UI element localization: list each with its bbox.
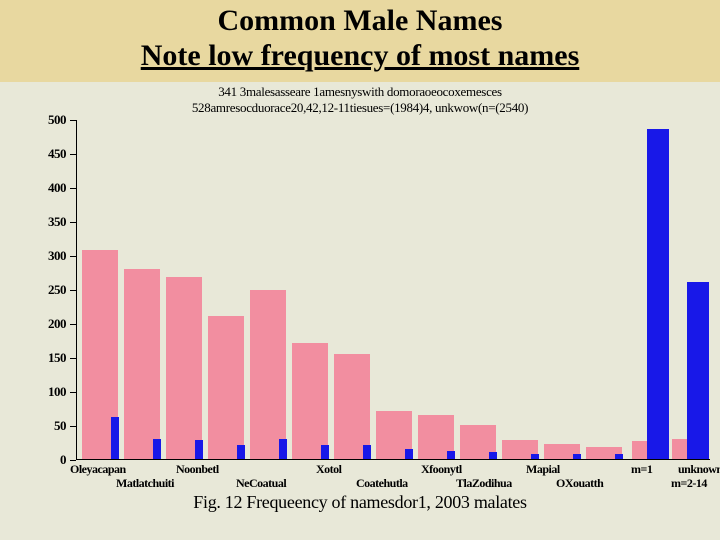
bar-series-a [292, 343, 328, 459]
bar-series-b [573, 454, 581, 459]
bar-series-b [687, 282, 709, 459]
bar-series-b [489, 452, 497, 459]
y-tick-label: 450 [30, 146, 66, 162]
bar-series-b [111, 417, 119, 459]
bar-series-a [166, 277, 202, 459]
chart-subtitle: 341 3malesasseare 1amesnyswith domoraoeo… [0, 84, 720, 115]
bar-series-b [279, 439, 287, 459]
y-tick-label: 100 [30, 384, 66, 400]
bar-series-a [334, 354, 370, 459]
y-tick-label: 0 [30, 452, 66, 468]
y-tick-label: 50 [30, 418, 66, 434]
y-tick-label: 500 [30, 112, 66, 128]
y-tick-label: 300 [30, 248, 66, 264]
y-tick-label: 150 [30, 350, 66, 366]
bar-series-a [208, 316, 244, 459]
title-band: Common Male Names Note low frequency of … [0, 0, 720, 82]
bar-series-b [237, 445, 245, 459]
y-tick-label: 250 [30, 282, 66, 298]
bar-series-b [647, 129, 669, 459]
x-tick-label: NeCoatual [236, 476, 286, 491]
figure-caption: Fig. 12 Frequeency of namesdor1, 2003 ma… [0, 492, 720, 513]
bar-series-b [195, 440, 203, 459]
bar-series-b [321, 445, 329, 459]
x-tick-label: Coatehutla [356, 476, 408, 491]
title-line-2: Note low frequency of most names [0, 39, 720, 74]
x-tick-label: Xfoonytl [421, 462, 462, 477]
subtitle-line-2: 528amresocduorace20,42,12-11tiesues=(198… [0, 100, 720, 116]
plot-area [76, 120, 710, 460]
subtitle-line-1: 341 3malesasseare 1amesnyswith domoraoeo… [0, 84, 720, 100]
x-tick-label: unknown [678, 462, 720, 477]
x-tick-label: m=1 [631, 462, 652, 477]
x-tick-label: m=2-14 [671, 476, 707, 491]
x-tick-label: Mapial [526, 462, 560, 477]
x-tick-label: Noonbetl [176, 462, 219, 477]
y-tick-label: 400 [30, 180, 66, 196]
x-tick-label: TlaZodihua [456, 476, 512, 491]
bar-series-a [250, 290, 286, 459]
y-axis: 050100150200250300350400450500 [30, 120, 70, 460]
x-tick-label: Xotol [316, 462, 342, 477]
x-tick-label: OXouatth [556, 476, 603, 491]
title-line-1: Common Male Names [0, 0, 720, 39]
x-tick-label: Oleyacapan [70, 462, 126, 477]
y-tick-mark [70, 460, 76, 461]
y-tick-label: 350 [30, 214, 66, 230]
bar-series-b [447, 451, 455, 459]
y-tick-label: 200 [30, 316, 66, 332]
bar-chart: 050100150200250300350400450500 Oleyacapa… [30, 120, 710, 490]
bar-series-a [124, 269, 160, 459]
bar-series-b [405, 449, 413, 459]
bar-series-b [615, 454, 623, 459]
bar-series-b [363, 445, 371, 459]
bar-series-b [531, 454, 539, 459]
bar-series-b [153, 439, 161, 459]
x-tick-label: Matlatchuiti [116, 476, 174, 491]
